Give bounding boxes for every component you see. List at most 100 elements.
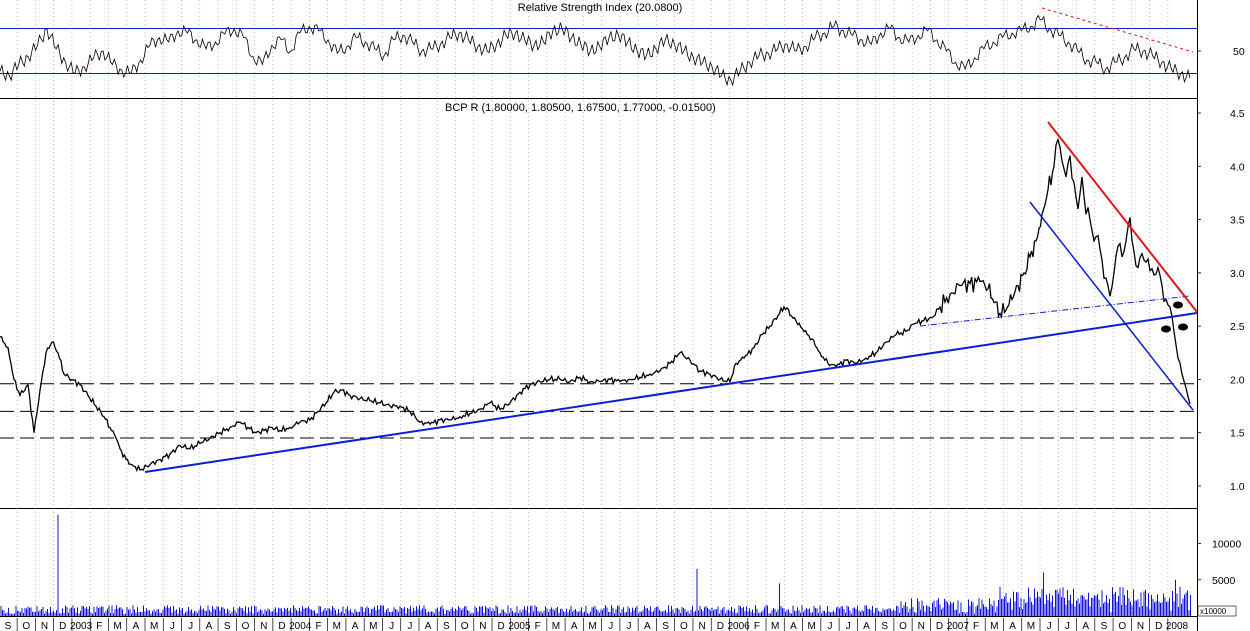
price-tick-label: 1.0 — [1230, 481, 1245, 493]
marker-eye-1 — [1173, 301, 1183, 309]
multiplier-box — [1197, 605, 1237, 617]
x-tick-label: M — [113, 621, 121, 631]
x-tick-label: N — [1137, 621, 1144, 631]
x-tick-label: 2008 — [1166, 621, 1189, 631]
volume-multiplier-label: x10000 — [1200, 607, 1227, 616]
x-tick-label: A — [352, 621, 359, 631]
price-tick-label: 3.5 — [1230, 215, 1245, 227]
x-tick-label: J — [188, 621, 193, 631]
volume-y-axis: 5000 10000 — [1197, 539, 1241, 587]
x-tick-label: S — [1101, 621, 1108, 631]
x-tick-label: J — [627, 621, 632, 631]
x-tick-label: A — [644, 621, 651, 631]
x-tick-label: D — [717, 621, 724, 631]
price-tick-label: 4.0 — [1230, 161, 1245, 173]
x-tick-label: J — [846, 621, 851, 631]
x-tick-label: A — [1082, 621, 1089, 631]
x-tick-label: J — [407, 621, 412, 631]
rsi-series-line — [0, 14, 1191, 87]
x-tick-label: N — [918, 621, 925, 631]
x-tick-label: D — [936, 621, 943, 631]
x-tick-label: J — [170, 621, 175, 631]
x-tick-label: M — [150, 621, 158, 631]
eye-markers — [1161, 301, 1188, 333]
x-tick-label: S — [224, 621, 231, 631]
x-tick-label: M — [333, 621, 341, 631]
price-y-axis: 1.0 1.5 2.0 2.5 3.0 3.5 4.0 4.5 — [1197, 108, 1245, 493]
horizontal-support-levels — [0, 383, 1197, 439]
marker-eye-3 — [1178, 323, 1188, 331]
x-tick-label: O — [461, 621, 469, 631]
panel-frames — [0, 0, 1198, 631]
x-tick-label: 2003 — [70, 621, 93, 631]
x-tick-label: 2007 — [947, 621, 970, 631]
x-tick-label: M — [588, 621, 596, 631]
x-tick-label: S — [5, 621, 12, 631]
x-tick-label: N — [479, 621, 486, 631]
x-tick-label: A — [1009, 621, 1016, 631]
x-tick-label: O — [899, 621, 907, 631]
x-tick-label: F — [535, 621, 541, 631]
price-series-line — [0, 137, 1191, 473]
x-tick-label: F — [96, 621, 102, 631]
vertical-gridlines — [16, 0, 1169, 616]
volume-tick-label: 10000 — [1212, 539, 1241, 551]
long-term-support-trendline — [144, 312, 1198, 473]
x-tick-label: J — [608, 621, 613, 631]
rsi-y-axis: 50 — [1197, 46, 1245, 58]
price-tick-label: 2.5 — [1230, 321, 1245, 333]
x-tick-label: M — [1027, 621, 1035, 631]
x-tick-label: F — [315, 621, 321, 631]
x-tick-label: N — [41, 621, 48, 631]
x-tick-label: 2004 — [289, 621, 312, 631]
volume-tick-label: 5000 — [1212, 575, 1236, 587]
x-tick-label: D — [278, 621, 285, 631]
x-tick-label: A — [425, 621, 432, 631]
price-tick-label: 1.5 — [1230, 428, 1245, 440]
x-tick-label: J — [389, 621, 394, 631]
x-tick-label: S — [443, 621, 450, 631]
x-tick-label: 2006 — [728, 621, 751, 631]
rsi-title: Relative Strength Index (20.0800) — [518, 2, 683, 14]
x-tick-label: D — [498, 621, 505, 631]
x-tick-label: A — [571, 621, 578, 631]
channel-blue-trendline — [1029, 201, 1194, 411]
price-panel: BCP R (1.80000, 1.80500, 1.67500, 1.7700… — [0, 102, 1245, 493]
volume-panel: 5000 10000 x10000 — [0, 514, 1241, 617]
x-tick-label: A — [790, 621, 797, 631]
resistance-red-trendline — [1047, 121, 1198, 313]
x-tick-label: S — [881, 621, 888, 631]
rsi-panel: Relative Strength Index (20.0800) 50 — [0, 2, 1245, 87]
x-tick-label: O — [1118, 621, 1126, 631]
price-title: BCP R (1.80000, 1.80500, 1.67500, 1.7700… — [445, 102, 716, 114]
price-tick-label: 4.5 — [1230, 108, 1245, 120]
x-tick-label: O — [680, 621, 688, 631]
x-tick-label: J — [1065, 621, 1070, 631]
x-tick-label: S — [662, 621, 669, 631]
x-tick-label: M — [990, 621, 998, 631]
x-tick-label: D — [1155, 621, 1162, 631]
time-axis: S O N D 2003 F M A M J J A S O N D 2004 F M A M J J A S O N D 2005 F M… — [5, 618, 1189, 631]
x-tick-label: J — [1047, 621, 1052, 631]
x-tick-label: D — [59, 621, 66, 631]
price-tick-label: 2.0 — [1230, 374, 1245, 386]
x-tick-label: F — [973, 621, 979, 631]
rsi-tick-label: 50 — [1233, 46, 1245, 58]
marker-eye-2 — [1161, 325, 1171, 333]
x-tick-label: A — [206, 621, 213, 631]
x-tick-label: A — [863, 621, 870, 631]
x-tick-label: J — [827, 621, 832, 631]
x-tick-label: M — [369, 621, 377, 631]
x-tick-label: M — [808, 621, 816, 631]
x-tick-label: N — [698, 621, 705, 631]
price-tick-label: 3.0 — [1230, 268, 1245, 280]
neckline-trendline — [919, 295, 1191, 327]
rsi-red-dashed-trendline — [1041, 7, 1194, 53]
x-tick-label: N — [260, 621, 267, 631]
volume-bars — [0, 514, 1191, 616]
x-tick-label: M — [771, 621, 779, 631]
x-tick-label: A — [133, 621, 140, 631]
x-tick-label: M — [552, 621, 560, 631]
x-tick-label: O — [242, 621, 250, 631]
